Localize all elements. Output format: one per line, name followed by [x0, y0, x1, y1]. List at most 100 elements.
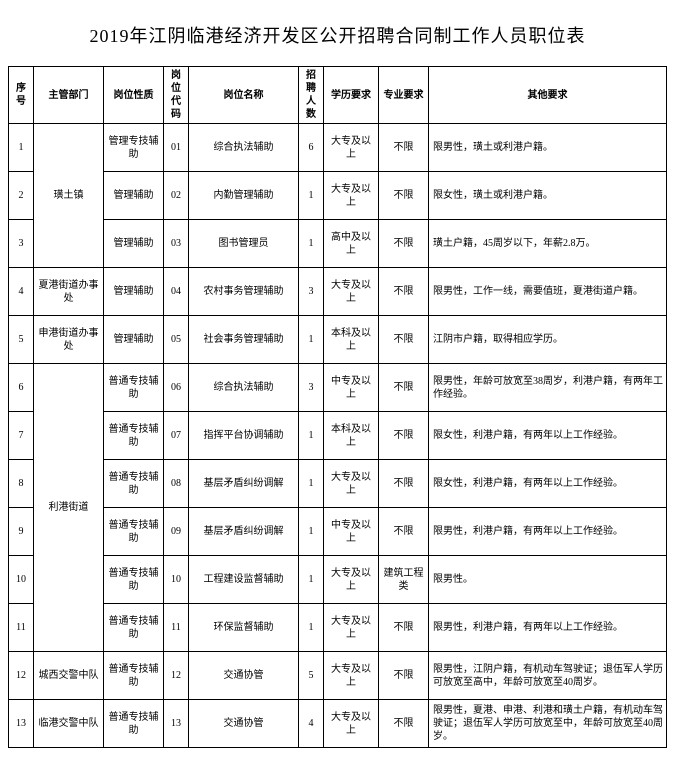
table-row: 2管理辅助02内勤管理辅助1大专及以上不限限女性，璜土或利港户籍。: [9, 172, 667, 220]
cell-edu: 大专及以上: [324, 604, 379, 652]
cell-num: 3: [299, 364, 324, 412]
h-dept: 主管部门: [34, 67, 104, 124]
cell-seq: 13: [9, 700, 34, 748]
h-major: 专业要求: [379, 67, 429, 124]
cell-seq: 7: [9, 412, 34, 460]
cell-name: 内勤管理辅助: [189, 172, 299, 220]
cell-other: 璜土户籍，45周岁以下，年薪2.8万。: [429, 220, 667, 268]
h-code: 岗位代码: [164, 67, 189, 124]
cell-code: 13: [164, 700, 189, 748]
cell-major: 不限: [379, 460, 429, 508]
page-title: 2019年江阴临港经济开发区公开招聘合同制工作人员职位表: [8, 8, 667, 66]
cell-name: 基层矛盾纠纷调解: [189, 508, 299, 556]
cell-other: 限女性，利港户籍，有两年以上工作经验。: [429, 412, 667, 460]
cell-major: 不限: [379, 316, 429, 364]
positions-table: 序号 主管部门 岗位性质 岗位代码 岗位名称 招聘人数 学历要求 专业要求 其他…: [8, 66, 667, 748]
cell-edu: 大专及以上: [324, 556, 379, 604]
cell-code: 10: [164, 556, 189, 604]
cell-other: 限男性，夏港、申港、利港和璜土户籍，有机动车驾驶证；退伍军人学历可放宽至中，年龄…: [429, 700, 667, 748]
cell-code: 11: [164, 604, 189, 652]
cell-other: 限女性，利港户籍，有两年以上工作经验。: [429, 460, 667, 508]
cell-name: 社会事务管理辅助: [189, 316, 299, 364]
cell-nature: 管理专技辅助: [104, 124, 164, 172]
cell-code: 03: [164, 220, 189, 268]
cell-num: 1: [299, 460, 324, 508]
cell-edu: 大专及以上: [324, 172, 379, 220]
table-row: 1璜土镇管理专技辅助01综合执法辅助6大专及以上不限限男性，璜土或利港户籍。: [9, 124, 667, 172]
cell-major: 不限: [379, 700, 429, 748]
h-name: 岗位名称: [189, 67, 299, 124]
table-row: 4夏港街道办事处管理辅助04农村事务管理辅助3大专及以上不限限男性，工作一线，需…: [9, 268, 667, 316]
cell-num: 1: [299, 604, 324, 652]
cell-num: 6: [299, 124, 324, 172]
h-nature: 岗位性质: [104, 67, 164, 124]
cell-nature: 普通专技辅助: [104, 556, 164, 604]
cell-dept: 夏港街道办事处: [34, 268, 104, 316]
cell-edu: 大专及以上: [324, 124, 379, 172]
cell-seq: 1: [9, 124, 34, 172]
cell-nature: 管理辅助: [104, 268, 164, 316]
table-row: 11普通专技辅助11环保监督辅助1大专及以上不限限男性，利港户籍，有两年以上工作…: [9, 604, 667, 652]
cell-num: 4: [299, 700, 324, 748]
cell-major: 不限: [379, 172, 429, 220]
cell-nature: 普通专技辅助: [104, 700, 164, 748]
cell-other: 限女性，璜土或利港户籍。: [429, 172, 667, 220]
cell-name: 工程建设监督辅助: [189, 556, 299, 604]
cell-num: 1: [299, 172, 324, 220]
cell-seq: 10: [9, 556, 34, 604]
cell-nature: 普通专技辅助: [104, 364, 164, 412]
table-row: 7普通专技辅助07指挥平台协调辅助1本科及以上不限限女性，利港户籍，有两年以上工…: [9, 412, 667, 460]
cell-code: 05: [164, 316, 189, 364]
cell-other: 限男性，利港户籍，有两年以上工作经验。: [429, 508, 667, 556]
cell-edu: 大专及以上: [324, 268, 379, 316]
cell-nature: 管理辅助: [104, 172, 164, 220]
cell-dept: 城西交警中队: [34, 652, 104, 700]
cell-other: 限男性，工作一线，需要值班，夏港街道户籍。: [429, 268, 667, 316]
cell-other: 限男性，璜土或利港户籍。: [429, 124, 667, 172]
cell-num: 1: [299, 412, 324, 460]
cell-edu: 高中及以上: [324, 220, 379, 268]
cell-nature: 普通专技辅助: [104, 604, 164, 652]
cell-seq: 8: [9, 460, 34, 508]
cell-seq: 4: [9, 268, 34, 316]
cell-code: 08: [164, 460, 189, 508]
h-other: 其他要求: [429, 67, 667, 124]
cell-code: 07: [164, 412, 189, 460]
cell-major: 不限: [379, 268, 429, 316]
cell-edu: 中专及以上: [324, 508, 379, 556]
cell-dept: 临港交警中队: [34, 700, 104, 748]
cell-name: 综合执法辅助: [189, 124, 299, 172]
cell-name: 交通协管: [189, 700, 299, 748]
table-body: 1璜土镇管理专技辅助01综合执法辅助6大专及以上不限限男性，璜土或利港户籍。2管…: [9, 124, 667, 748]
h-seq: 序号: [9, 67, 34, 124]
cell-other: 限男性，利港户籍，有两年以上工作经验。: [429, 604, 667, 652]
cell-dept: 申港街道办事处: [34, 316, 104, 364]
table-row: 3管理辅助03图书管理员1高中及以上不限璜土户籍，45周岁以下，年薪2.8万。: [9, 220, 667, 268]
cell-nature: 普通专技辅助: [104, 508, 164, 556]
cell-seq: 11: [9, 604, 34, 652]
cell-dept: 璜土镇: [34, 124, 104, 268]
cell-name: 基层矛盾纠纷调解: [189, 460, 299, 508]
cell-num: 1: [299, 556, 324, 604]
cell-edu: 大专及以上: [324, 700, 379, 748]
cell-seq: 6: [9, 364, 34, 412]
table-row: 9普通专技辅助09基层矛盾纠纷调解1中专及以上不限限男性，利港户籍，有两年以上工…: [9, 508, 667, 556]
table-row: 5申港街道办事处管理辅助05社会事务管理辅助1本科及以上不限江阴市户籍，取得相应…: [9, 316, 667, 364]
cell-code: 06: [164, 364, 189, 412]
cell-code: 04: [164, 268, 189, 316]
table-row: 8普通专技辅助08基层矛盾纠纷调解1大专及以上不限限女性，利港户籍，有两年以上工…: [9, 460, 667, 508]
cell-edu: 本科及以上: [324, 316, 379, 364]
cell-code: 01: [164, 124, 189, 172]
cell-name: 图书管理员: [189, 220, 299, 268]
cell-other: 限男性，江阴户籍，有机动车驾驶证；退伍军人学历可放宽至高中，年龄可放宽至40周岁…: [429, 652, 667, 700]
table-row: 13临港交警中队普通专技辅助13交通协管4大专及以上不限限男性，夏港、申港、利港…: [9, 700, 667, 748]
cell-seq: 5: [9, 316, 34, 364]
cell-name: 农村事务管理辅助: [189, 268, 299, 316]
cell-seq: 9: [9, 508, 34, 556]
cell-other: 限男性。: [429, 556, 667, 604]
cell-nature: 普通专技辅助: [104, 412, 164, 460]
cell-dept: 利港街道: [34, 364, 104, 652]
cell-major: 不限: [379, 508, 429, 556]
h-edu: 学历要求: [324, 67, 379, 124]
cell-code: 09: [164, 508, 189, 556]
